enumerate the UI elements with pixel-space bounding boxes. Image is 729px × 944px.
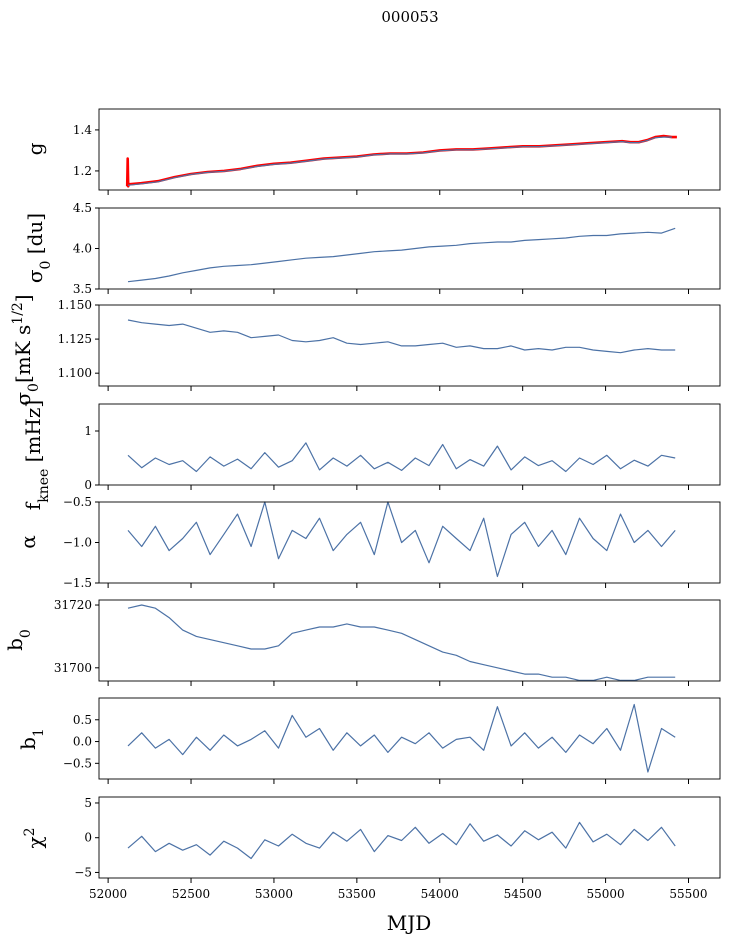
y-label-part: ]	[11, 294, 35, 302]
x-axis-label: MJD	[387, 911, 432, 935]
panel-2: 1.100 1.125 1.150 σ0[mK s1/2]	[10, 294, 721, 406]
panel-5: 31700 31720 b0	[3, 598, 721, 686]
y-label-part: knee	[36, 469, 52, 503]
y-tick-label: 5	[84, 796, 92, 810]
series-line-b1	[127, 703, 676, 773]
y-tick-label: 0.0	[73, 735, 92, 749]
y-label-part: f	[21, 501, 45, 510]
y-label-part: χ	[23, 836, 47, 848]
panel-4: −1.5 −1.0 −0.5 α	[16, 495, 721, 590]
y-label-part: σ	[11, 392, 35, 406]
y-tick-label: 3.5	[73, 282, 92, 296]
y-tick-label: −0.5	[63, 756, 92, 770]
panel-0: 1.2 1.4 g	[23, 108, 721, 195]
y-tick-label: 1.4	[73, 123, 92, 137]
y-tick-label: 1.2	[73, 164, 92, 178]
y-axis-label: α	[16, 535, 40, 549]
y-label-part: g	[23, 142, 47, 155]
axes-frame	[98, 403, 721, 486]
y-label-part: 1	[31, 728, 47, 737]
y-label-part: σ	[23, 269, 47, 283]
y-axis-label: g	[23, 142, 47, 155]
y-label-part: [mHz]	[21, 400, 45, 469]
y-label-part: [mK s	[11, 325, 35, 383]
series-line-fknee	[127, 442, 676, 473]
y-axis-label: χ2	[22, 827, 47, 848]
y-tick-label: 0	[84, 478, 92, 492]
x-tick-label: 55000	[586, 887, 624, 901]
panel-1: 3.5 4.0 4.5 σ0 [du]	[23, 201, 721, 296]
y-axis-label: fknee [mHz]	[21, 400, 52, 510]
y-tick-label: 4.0	[73, 242, 92, 256]
panel-7: −5 0 5 52000 52500 53000 53500 54000 54500 55000 5…	[22, 796, 721, 901]
y-axis-label: σ0 [du]	[23, 213, 54, 283]
y-tick-label: 31720	[54, 598, 92, 612]
series-line-sigma0_du	[127, 227, 676, 283]
y-label-part: b	[16, 737, 40, 750]
axes-frame	[98, 501, 721, 584]
chart-title: 000053	[381, 8, 438, 26]
y-tick-label: 31700	[54, 661, 92, 675]
y-label-part: 1/2	[10, 302, 26, 325]
panel-3: 0 1 fknee [mHz]	[21, 400, 721, 510]
y-label-part: 0	[18, 629, 34, 638]
y-label-part: 2	[22, 827, 38, 836]
y-label-part: α	[16, 535, 40, 549]
series-line-b0	[127, 604, 676, 682]
series-line-sigma0_mK	[127, 319, 676, 354]
y-label-part: 0	[38, 261, 54, 270]
axes-frame	[98, 697, 721, 780]
series-line-chi2	[127, 821, 676, 860]
axes-frame	[98, 304, 721, 387]
x-tick-label: 52500	[172, 887, 210, 901]
y-tick-label: −1.5	[63, 576, 92, 590]
x-tick-label: 52000	[89, 887, 127, 901]
y-tick-label: 1.150	[58, 298, 92, 312]
axes-frame	[98, 108, 721, 191]
axes-frame	[98, 207, 721, 290]
x-tick-label: 54500	[504, 887, 542, 901]
y-label-part: b	[3, 638, 27, 651]
y-tick-label: 4.5	[73, 201, 92, 215]
x-tick-label: 54000	[421, 887, 459, 901]
y-tick-label: −1.0	[63, 536, 92, 550]
x-tick-label: 53000	[255, 887, 293, 901]
y-tick-label: 1.125	[58, 332, 92, 346]
series-line-g	[127, 136, 672, 186]
series-line-alpha	[127, 501, 676, 578]
y-label-part: 0	[26, 383, 42, 392]
x-tick-label: 55500	[669, 887, 707, 901]
y-tick-label: −5	[74, 865, 92, 879]
x-tick-label: 53500	[338, 887, 376, 901]
y-tick-label: 1	[84, 424, 92, 438]
y-axis-label: b1	[16, 728, 47, 750]
y-tick-label: 1.100	[58, 366, 92, 380]
axes-frame	[98, 599, 721, 682]
y-tick-label: −0.5	[63, 495, 92, 509]
y-tick-label: 0	[84, 831, 92, 845]
panel-6: −0.5 0.0 0.5 b1	[16, 697, 721, 784]
y-label-part: [du]	[23, 213, 47, 261]
y-tick-label: 0.5	[73, 713, 92, 727]
y-axis-label: σ0[mK s1/2]	[10, 294, 42, 405]
y-axis-label: b0	[3, 629, 34, 651]
